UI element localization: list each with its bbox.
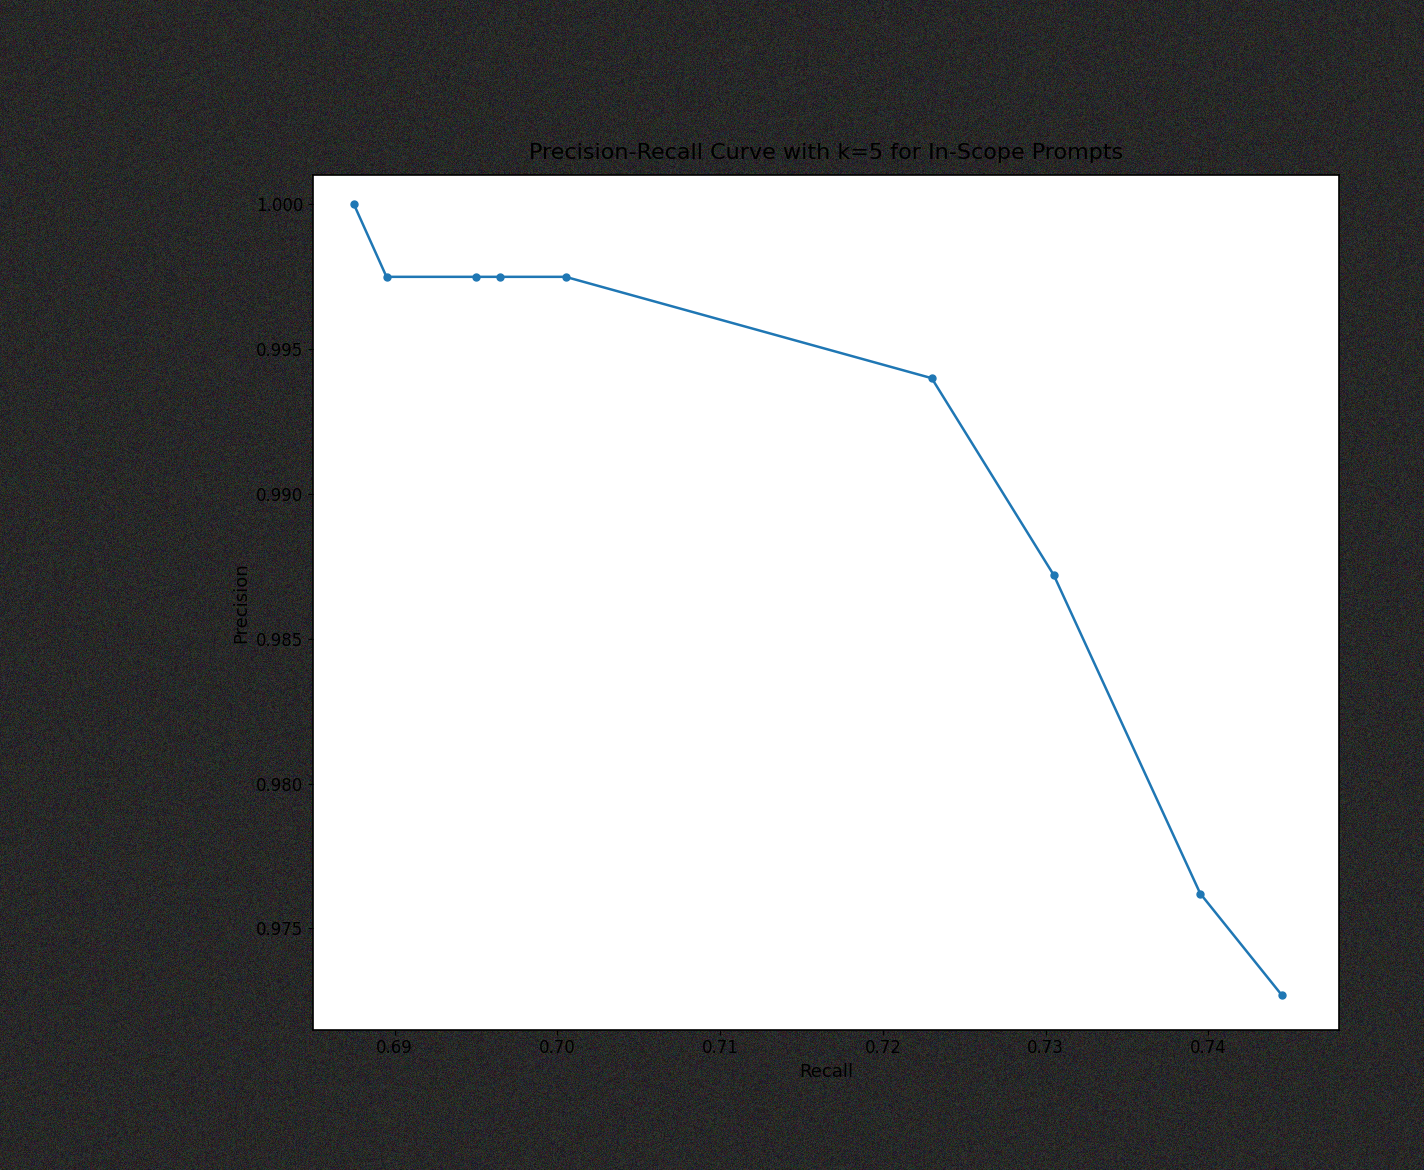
Title: Precision-Recall Curve with k=5 for In-Scope Prompts: Precision-Recall Curve with k=5 for In-S… — [528, 143, 1124, 163]
Y-axis label: Precision: Precision — [232, 563, 251, 642]
X-axis label: Recall: Recall — [799, 1062, 853, 1081]
